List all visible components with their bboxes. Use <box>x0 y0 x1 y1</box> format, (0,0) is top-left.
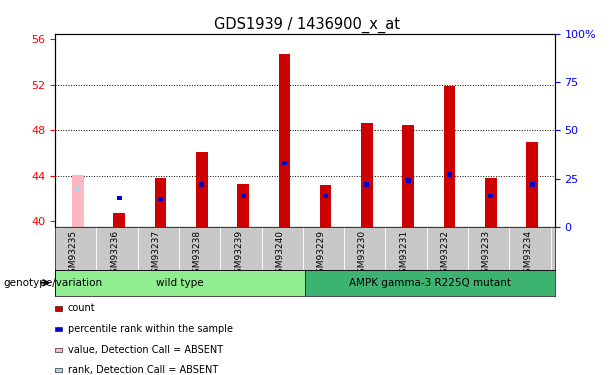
Bar <box>364 182 370 187</box>
Text: count: count <box>68 303 96 313</box>
Bar <box>485 178 497 227</box>
Text: rank, Detection Call = ABSENT: rank, Detection Call = ABSENT <box>68 365 218 375</box>
Bar <box>406 178 411 183</box>
Text: value, Detection Call = ABSENT: value, Detection Call = ABSENT <box>68 345 223 355</box>
Text: GSM93230: GSM93230 <box>358 230 367 279</box>
Bar <box>361 123 373 227</box>
Bar <box>116 196 121 200</box>
Text: GSM93235: GSM93235 <box>69 230 78 279</box>
Bar <box>527 142 538 227</box>
Bar <box>196 152 208 227</box>
Text: GSM93239: GSM93239 <box>234 230 243 279</box>
Text: percentile rank within the sample: percentile rank within the sample <box>68 324 233 334</box>
Bar <box>444 86 455 227</box>
Bar <box>447 172 452 177</box>
Bar <box>154 178 166 227</box>
Bar <box>55 270 305 296</box>
Bar <box>158 196 163 201</box>
Bar <box>113 213 125 227</box>
Text: GSM93234: GSM93234 <box>523 230 532 279</box>
Text: GSM93240: GSM93240 <box>275 230 284 279</box>
Text: GSM93229: GSM93229 <box>316 230 326 279</box>
Bar <box>237 184 249 227</box>
Text: GSM93237: GSM93237 <box>151 230 161 279</box>
Bar <box>320 185 332 227</box>
Text: genotype/variation: genotype/variation <box>3 278 102 288</box>
Bar <box>240 194 246 198</box>
Bar <box>72 175 83 227</box>
Text: wild type: wild type <box>156 278 204 288</box>
Text: GSM93233: GSM93233 <box>482 230 491 279</box>
Bar <box>305 270 555 296</box>
Bar <box>402 124 414 227</box>
Text: GSM93238: GSM93238 <box>192 230 202 279</box>
Bar <box>489 194 493 198</box>
Bar <box>278 54 290 227</box>
Text: GSM93231: GSM93231 <box>399 230 408 279</box>
Bar <box>75 186 80 190</box>
Bar <box>282 161 287 165</box>
Bar <box>323 194 328 198</box>
Text: GSM93236: GSM93236 <box>110 230 119 279</box>
Text: GDS1939 / 1436900_x_at: GDS1939 / 1436900_x_at <box>213 17 400 33</box>
Bar <box>530 182 535 187</box>
Text: GSM93232: GSM93232 <box>441 230 449 279</box>
Bar <box>199 182 204 187</box>
Text: AMPK gamma-3 R225Q mutant: AMPK gamma-3 R225Q mutant <box>349 278 511 288</box>
